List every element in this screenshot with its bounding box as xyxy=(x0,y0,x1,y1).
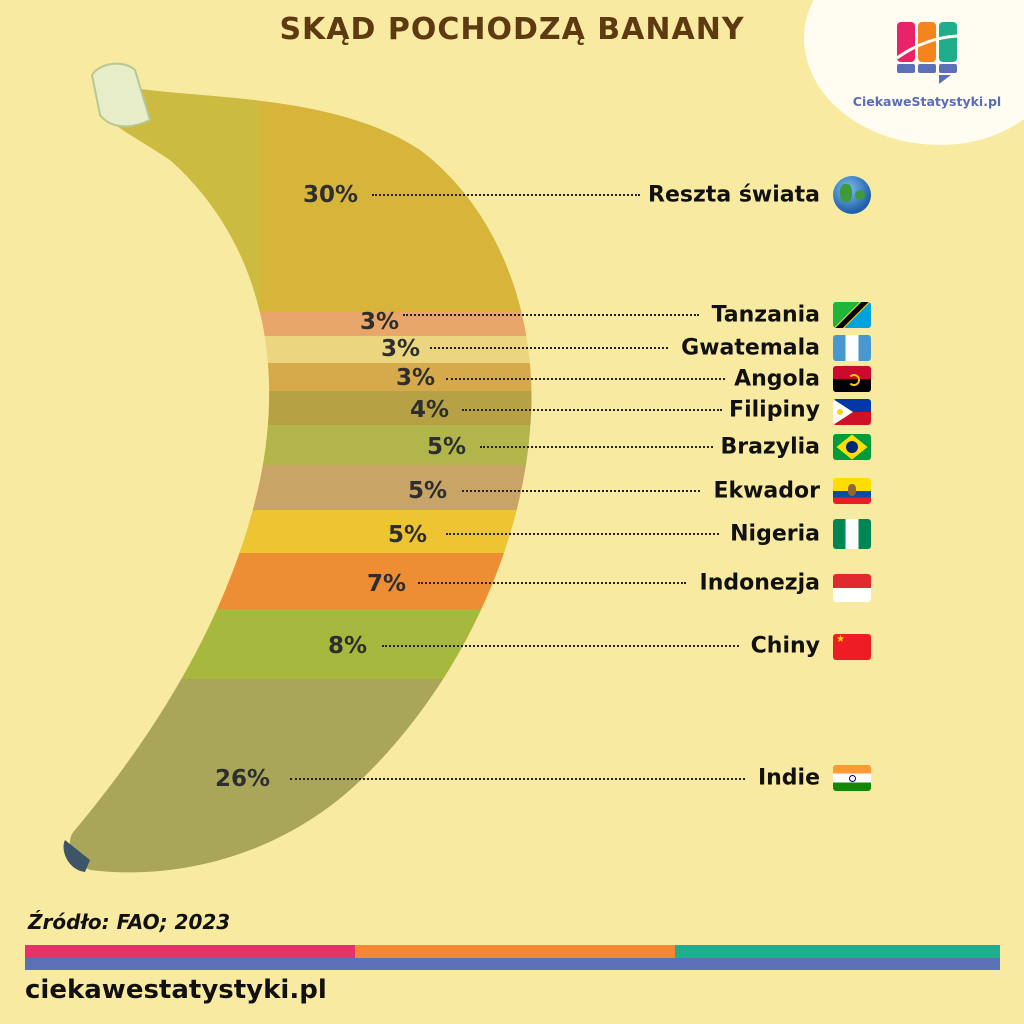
pct-label: 7% xyxy=(367,571,407,597)
country-label: Tanzania xyxy=(711,302,820,328)
leader-line xyxy=(446,533,719,535)
stripe-blue xyxy=(25,958,1000,970)
country-label: Filipiny xyxy=(729,397,820,423)
leader-line xyxy=(403,314,699,316)
country-label: Reszta świata xyxy=(648,182,820,208)
country-label: Nigeria xyxy=(730,521,820,547)
stripe-orange xyxy=(355,945,675,958)
flag-ecuador-icon xyxy=(833,478,871,504)
page-title: SKĄD POCHODZĄ BANANY xyxy=(279,12,745,47)
leader-line xyxy=(480,446,713,448)
country-label: Indonezja xyxy=(699,570,820,596)
leader-line xyxy=(446,378,725,380)
flag-angola-icon xyxy=(833,366,871,392)
country-label: Indie xyxy=(757,765,820,791)
flag-nigeria-icon xyxy=(833,519,871,549)
leader-line xyxy=(430,347,668,349)
country-label: Angola xyxy=(734,366,820,392)
flag-brazil-icon xyxy=(833,434,871,460)
site-url[interactable]: ciekawestatystyki.pl xyxy=(25,975,327,1005)
pct-label: 5% xyxy=(408,478,448,504)
logo-text: CiekaweStatystyki.pl xyxy=(852,94,1002,109)
leader-line xyxy=(372,194,640,196)
flag-tanzania-icon xyxy=(833,302,871,328)
pct-label: 26% xyxy=(215,766,271,792)
flag-china-icon: ★ xyxy=(833,634,871,660)
pct-label: 5% xyxy=(388,522,428,548)
leader-line xyxy=(462,409,722,411)
source-note: Źródło: FAO; 2023 xyxy=(28,910,231,934)
stripe-pink xyxy=(25,945,355,958)
flag-india-icon xyxy=(833,765,871,791)
flag-philippines-icon xyxy=(833,399,871,425)
pct-label: 5% xyxy=(427,434,467,460)
country-label: Chiny xyxy=(750,633,820,659)
flag-indonesia-icon xyxy=(833,574,871,602)
leader-line xyxy=(290,778,745,780)
leader-line xyxy=(382,645,739,647)
leader-line xyxy=(418,582,686,584)
pct-label: 3% xyxy=(360,309,400,335)
country-label: Ekwador xyxy=(713,478,820,504)
pct-label: 3% xyxy=(381,336,421,362)
pct-label: 4% xyxy=(410,397,450,423)
flag-guatemala-icon xyxy=(833,335,871,361)
leader-line xyxy=(462,490,700,492)
globe-icon xyxy=(833,176,871,214)
stripe-teal xyxy=(675,945,1000,958)
logo[interactable]: CiekaweStatystyki.pl xyxy=(842,20,1012,109)
pct-label: 3% xyxy=(396,365,436,391)
pct-label: 8% xyxy=(328,633,368,659)
country-label: Brazylia xyxy=(720,434,820,460)
country-label: Gwatemala xyxy=(681,335,820,361)
logo-bars-icon xyxy=(896,22,958,84)
banana-stem-icon xyxy=(90,62,152,128)
pct-label: 30% xyxy=(303,182,359,208)
